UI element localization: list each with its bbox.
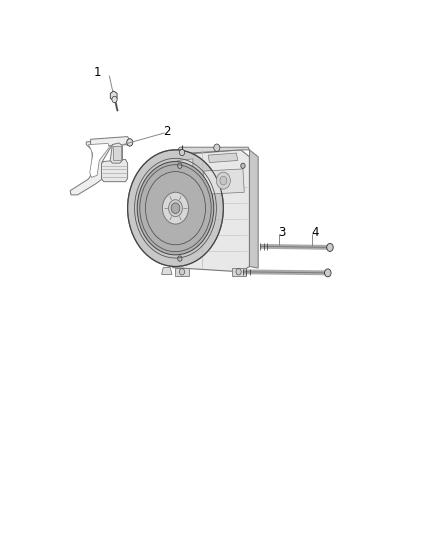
Polygon shape	[102, 159, 127, 182]
Polygon shape	[91, 136, 130, 147]
Text: 3: 3	[279, 225, 286, 239]
Circle shape	[180, 149, 185, 156]
Circle shape	[127, 150, 223, 266]
Circle shape	[169, 200, 183, 216]
Polygon shape	[175, 268, 189, 276]
Circle shape	[162, 192, 188, 224]
Polygon shape	[173, 147, 250, 155]
Polygon shape	[232, 268, 246, 276]
Polygon shape	[110, 91, 117, 101]
Polygon shape	[88, 143, 110, 177]
Circle shape	[112, 96, 117, 103]
Circle shape	[241, 163, 245, 168]
Circle shape	[180, 269, 185, 275]
Circle shape	[137, 161, 214, 255]
Text: 2: 2	[163, 125, 170, 138]
Circle shape	[236, 269, 241, 275]
Text: 4: 4	[311, 225, 318, 239]
Polygon shape	[70, 140, 113, 195]
Circle shape	[171, 203, 180, 214]
Polygon shape	[204, 169, 244, 195]
Circle shape	[325, 269, 331, 277]
Polygon shape	[208, 153, 238, 163]
Polygon shape	[250, 150, 258, 268]
Polygon shape	[173, 150, 250, 272]
Circle shape	[178, 256, 182, 261]
Circle shape	[327, 244, 333, 252]
Circle shape	[220, 176, 227, 185]
Polygon shape	[178, 159, 193, 170]
Polygon shape	[113, 146, 121, 160]
Circle shape	[127, 139, 133, 146]
Text: 1: 1	[93, 67, 101, 79]
Polygon shape	[162, 268, 172, 274]
Circle shape	[214, 144, 220, 151]
Circle shape	[216, 172, 230, 189]
Circle shape	[178, 163, 182, 168]
Polygon shape	[110, 143, 122, 163]
